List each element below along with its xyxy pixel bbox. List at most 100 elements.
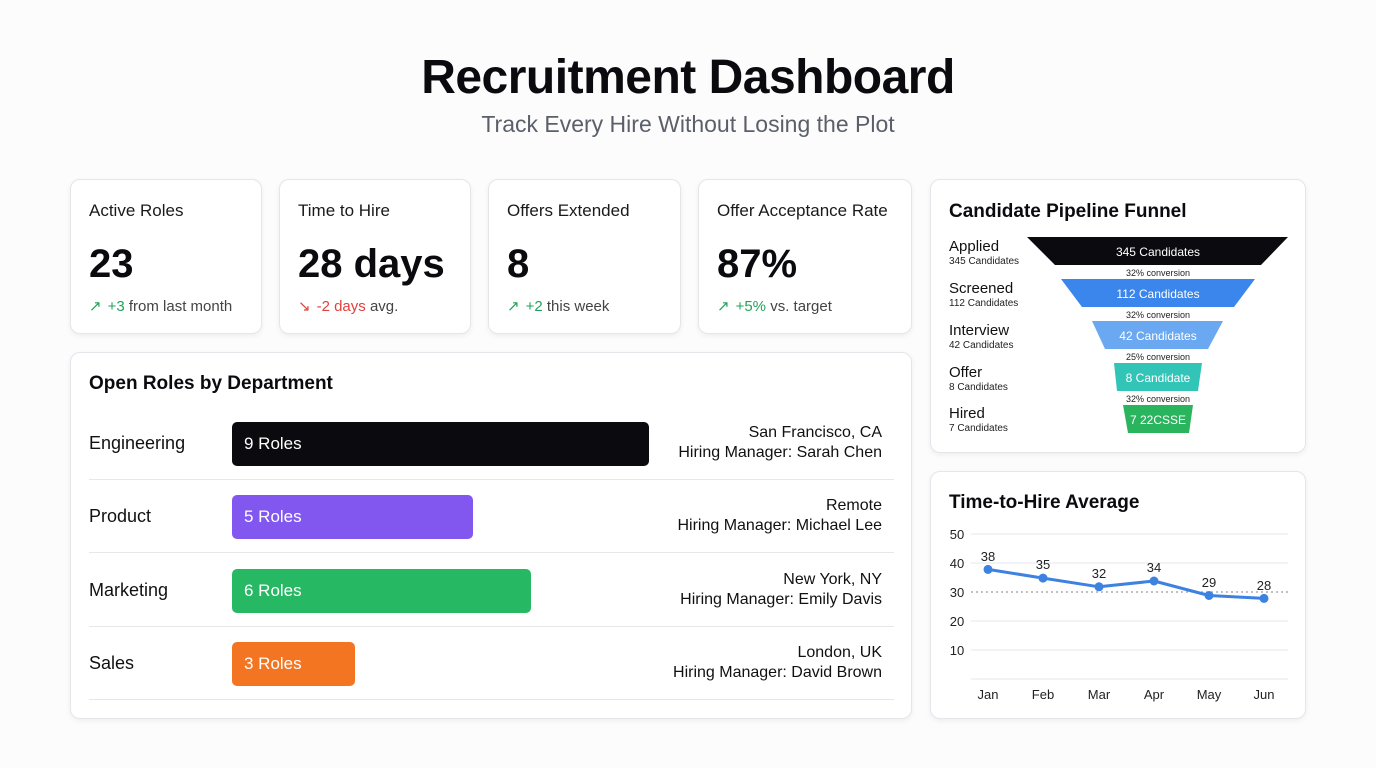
kpi-card-time-to-hire: Time to Hire 28 days ↘ -2 days avg. [279,179,471,334]
svg-text:40: 40 [950,556,964,571]
funnel-bar-screened[interactable] [1061,279,1255,307]
department-info: New York, NY Hiring Manager: Emily Davis [680,570,882,610]
kpi-card-offer-acceptance: Offer Acceptance Rate 87% ↗ +5% vs. targe… [698,179,912,334]
funnel-bar-label: 7 22CSSE [1130,413,1186,427]
svg-text:38: 38 [981,549,995,564]
kpi-delta: ↗ +5% vs. target [717,297,832,315]
funnel-stage-label: Offer 8 Candidates [949,364,1008,393]
pipeline-funnel-panel: Candidate Pipeline Funnel Applied 345 Can… [930,179,1306,453]
line-chart: 50 40 30 20 10 38 35 32 34 29 28 Jan Feb… [950,527,1288,702]
time-to-hire-panel: Time-to-Hire Average 50 40 30 20 10 [930,471,1306,719]
department-row[interactable]: Engineering 9 Roles San Francisco, CA Hir… [89,407,894,480]
conversion-label: 32% conversion [1126,268,1190,278]
arrow-down-right-icon: ↘ [298,298,311,315]
kpi-delta-suffix: avg. [369,298,399,315]
kpi-delta-suffix: vs. target [770,298,832,315]
hiring-manager: Hiring Manager: David Brown [673,664,882,681]
page-title: Recruitment Dashboard [421,51,955,104]
funnel-bar-label: 42 Candidates [1119,329,1196,343]
location: London, UK [797,644,882,661]
section-title: Open Roles by Department [89,373,333,394]
svg-text:20: 20 [950,614,964,629]
funnel-bar-applied[interactable] [1027,237,1288,265]
page-subtitle: Track Every Hire Without Losing the Plot [481,111,895,137]
department-name: Sales [89,653,135,673]
kpi-label: Active Roles [89,201,184,220]
kpi-value: 23 [89,242,134,286]
data-points [983,564,1269,603]
kpi-delta: ↗ +2 this week [507,297,609,315]
kpi-card-offers-extended: Offers Extended 8 ↗ +2 this week [488,179,681,334]
svg-text:35: 35 [1036,557,1050,572]
svg-text:30: 30 [950,585,964,600]
location: New York, NY [783,571,882,588]
svg-text:32: 32 [1092,566,1106,581]
kpi-delta-value: +2 [525,298,543,315]
kpi-card-active-roles: Active Roles 23 ↗ +3 from last month [70,179,262,334]
kpi-label: Offers Extended [507,201,630,220]
svg-text:29: 29 [1202,575,1216,590]
kpi-delta-value: +3 [107,298,125,315]
funnel-bar-label: 112 Candidates [1116,287,1199,301]
kpi-label: Time to Hire [298,201,390,220]
arrow-up-right-icon: ↗ [717,298,730,315]
location: San Francisco, CA [748,424,882,441]
kpi-delta: ↘ -2 days avg. [298,297,398,315]
kpi-delta-suffix: from last month [128,298,233,315]
roles-bar: 9 Roles [232,422,649,466]
funnel-stage-label: Screened 112 Candidates [949,280,1019,309]
svg-text:28: 28 [1257,578,1271,593]
svg-text:Mar: Mar [1088,687,1111,702]
kpi-value: 87% [717,242,798,286]
funnel-stage-label: Applied 345 Candidates [949,238,1020,267]
hiring-manager: Hiring Manager: Emily Davis [680,591,882,608]
department-info: London, UK Hiring Manager: David Brown [673,643,882,683]
section-title: Candidate Pipeline Funnel [949,201,1187,222]
x-axis-ticks: Jan Feb Mar Apr May Jun [978,687,1275,702]
svg-text:34: 34 [1147,560,1161,575]
svg-text:10: 10 [950,643,964,658]
conversion-label: 25% conversion [1126,352,1190,362]
kpi-label: Offer Acceptance Rate [717,201,888,220]
y-axis-ticks: 50 40 30 20 10 [950,527,964,658]
funnel-stage-label: Interview 42 Candidates [949,322,1014,351]
department-name: Product [89,506,152,526]
funnel-bar-label: 345 Candidates [1116,245,1200,259]
roles-bar: 3 Roles [232,642,355,686]
conversion-label: 32% conversion [1126,394,1190,404]
funnel-bar-offer[interactable] [1114,363,1202,391]
svg-text:Jun: Jun [1254,687,1275,702]
kpi-delta: ↗ +3 from last month [89,297,232,315]
kpi-delta-value: +5% [735,298,767,315]
kpi-delta-value: -2 days [316,298,366,315]
gridlines [971,533,1288,680]
data-labels: 38 35 32 34 29 28 [981,549,1271,593]
roles-bar: 6 Roles [232,569,531,613]
kpi-value: 8 [507,242,530,286]
department-info: San Francisco, CA Hiring Manager: Sarah C… [678,423,882,463]
funnel-stage-label: Hired 7 Candidates [949,405,1008,434]
arrow-up-right-icon: ↗ [89,298,102,315]
hiring-manager: Hiring Manager: Sarah Chen [678,444,882,461]
open-roles-panel: Open Roles by Department Engineering 9 R… [70,352,912,719]
svg-text:Jan: Jan [978,687,999,702]
department-row[interactable]: Marketing 6 Roles New York, NY Hiring Man… [89,554,894,627]
svg-text:50: 50 [950,527,964,542]
funnel-bar-label: 8 Candidate [1126,371,1191,385]
funnel-bar-hired[interactable] [1123,405,1193,433]
funnel-bar-interview[interactable] [1092,321,1223,349]
section-title: Time-to-Hire Average [949,492,1140,513]
department-row[interactable]: Product 5 Roles Remote Hiring Manager: Mi… [89,480,894,553]
time-to-hire-line [987,567,1265,600]
svg-text:Feb: Feb [1032,687,1054,702]
svg-text:May: May [1197,687,1222,702]
department-info: Remote Hiring Manager: Michael Lee [677,496,882,536]
arrow-up-right-icon: ↗ [507,298,520,315]
funnel-chart: 345 Candidates 32% conversion 112 Candid… [1027,237,1288,433]
svg-text:Apr: Apr [1144,687,1165,702]
kpi-delta-suffix: this week [546,298,610,315]
hiring-manager: Hiring Manager: Michael Lee [677,517,882,534]
department-name: Marketing [89,580,169,600]
kpi-value: 28 days [298,242,445,286]
department-row[interactable]: Sales 3 Roles London, UK Hiring Manager: … [89,627,894,700]
